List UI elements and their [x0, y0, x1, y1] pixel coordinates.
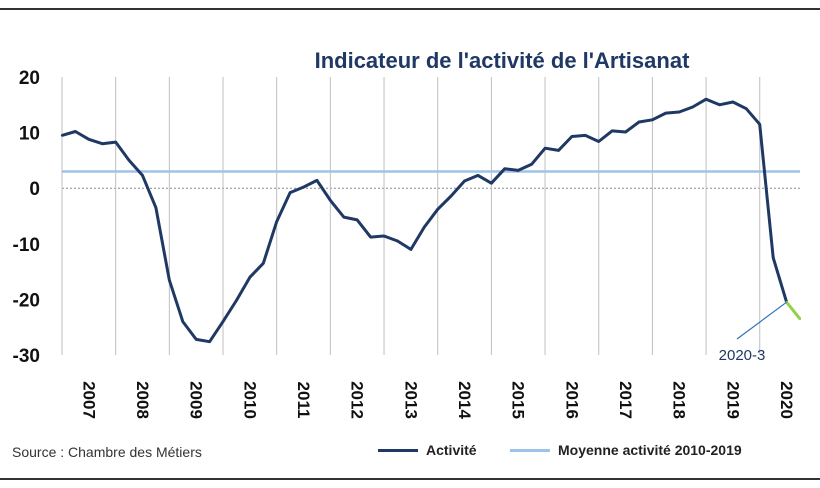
activite-point — [329, 199, 332, 202]
activite-point — [114, 140, 117, 144]
x-tick-label: 2008 — [133, 381, 152, 419]
series-line-activite — [61, 97, 789, 344]
activite-point — [396, 239, 399, 243]
activite-point — [637, 120, 641, 124]
series-layer — [60, 97, 802, 344]
activite-point — [275, 220, 278, 223]
x-tick-label: 2011 — [294, 382, 313, 419]
activite-point — [731, 100, 735, 104]
chart-title: Indicateur de l'activité de l'Artisanat — [315, 48, 690, 73]
activite-point — [678, 110, 681, 114]
activite-point — [127, 159, 131, 162]
activity-chart: Indicateur de l'activité de l'Artisanat … — [13, 48, 802, 419]
legend-label-moyenne: Moyenne activité 2010-2019 — [558, 442, 742, 458]
x-tick-label: 2009 — [187, 381, 206, 419]
activite-point — [664, 111, 667, 115]
activite-point — [758, 123, 761, 126]
activite-point — [718, 103, 721, 107]
x-tick-label: 2015 — [509, 381, 528, 419]
activite-point — [101, 142, 104, 145]
activite-point — [543, 147, 547, 150]
x-tick-label: 2017 — [616, 381, 635, 419]
activite-point — [584, 134, 587, 137]
activite-point — [449, 194, 453, 198]
x-tick-labels: 2007 2008 2009 2010 2011 2012 2013 2014 2015 2016… — [79, 381, 796, 419]
activite-point — [315, 179, 319, 182]
activite-point — [597, 140, 600, 143]
legend-item-activite: Activité — [378, 442, 477, 458]
x-tick-label: 2013 — [401, 381, 420, 419]
activite-point — [476, 174, 480, 177]
legend-swatch-moyenne — [510, 448, 550, 452]
activite-point — [530, 163, 533, 166]
y-tick-label: -30 — [13, 346, 40, 367]
activite-point — [235, 299, 238, 302]
source-note: Source : Chambre des Métiers — [12, 444, 202, 460]
activite-point — [195, 338, 198, 341]
activite-point — [691, 105, 694, 109]
activite-point — [651, 118, 654, 122]
top-rule — [0, 8, 820, 10]
x-tick-label: 2019 — [723, 381, 742, 419]
y-tick-label: 20 — [19, 68, 40, 89]
y-tick-labels: 20 10 0 -10 -20 -30 — [13, 68, 40, 367]
activite-point — [570, 135, 574, 138]
activite-point — [610, 129, 614, 133]
activite-point — [423, 225, 426, 229]
x-tick-label: 2007 — [79, 381, 98, 419]
annotation-layer: 2020-3 — [719, 301, 787, 364]
x-tick-label: 2010 — [240, 381, 259, 419]
y-tick-label: -10 — [13, 235, 40, 256]
activite-point — [74, 130, 77, 133]
activite-point — [624, 130, 627, 134]
activite-point — [356, 218, 359, 222]
activite-point — [490, 182, 493, 185]
activite-point — [409, 248, 413, 251]
activite-point — [221, 320, 225, 323]
activite-point — [503, 167, 506, 170]
activite-point — [154, 206, 158, 209]
activite-point — [60, 134, 64, 137]
x-tick-label: 2016 — [562, 381, 581, 419]
activite-point — [168, 278, 171, 282]
activite-point — [557, 149, 560, 152]
y-tick-label: 10 — [19, 124, 40, 145]
projection-point — [798, 317, 802, 321]
activite-point — [463, 179, 466, 183]
bottom-rule — [0, 478, 820, 480]
series-line-projection — [785, 301, 802, 320]
activite-point — [772, 256, 775, 259]
activite-point — [436, 208, 439, 211]
x-tick-label: 2018 — [670, 381, 689, 419]
activite-point — [302, 185, 305, 189]
x-tick-label: 2012 — [348, 381, 367, 419]
activite-point — [517, 169, 520, 172]
annotation-label: 2020-3 — [719, 347, 766, 364]
activite-point — [262, 262, 265, 265]
activite-point — [141, 174, 144, 177]
activite-point — [382, 234, 386, 238]
activite-point — [208, 340, 211, 343]
activite-point — [704, 98, 708, 101]
legend-item-moyenne: Moyenne activité 2010-2019 — [510, 442, 742, 458]
activite-point — [745, 107, 748, 110]
x-tick-label: 2020 — [777, 381, 796, 419]
activite-point — [369, 235, 372, 239]
legend-swatch-activite — [378, 448, 418, 452]
annotation-leader-line — [736, 301, 787, 340]
activite-point — [342, 215, 345, 219]
y-tick-label: -20 — [13, 290, 40, 311]
activite-point — [288, 191, 292, 194]
activite-point — [248, 276, 252, 279]
activite-point — [181, 320, 184, 323]
y-tick-label: 0 — [29, 179, 40, 200]
x-tick-label: 2014 — [455, 381, 474, 419]
activite-point — [87, 138, 91, 141]
legend-label-activite: Activité — [426, 442, 477, 458]
